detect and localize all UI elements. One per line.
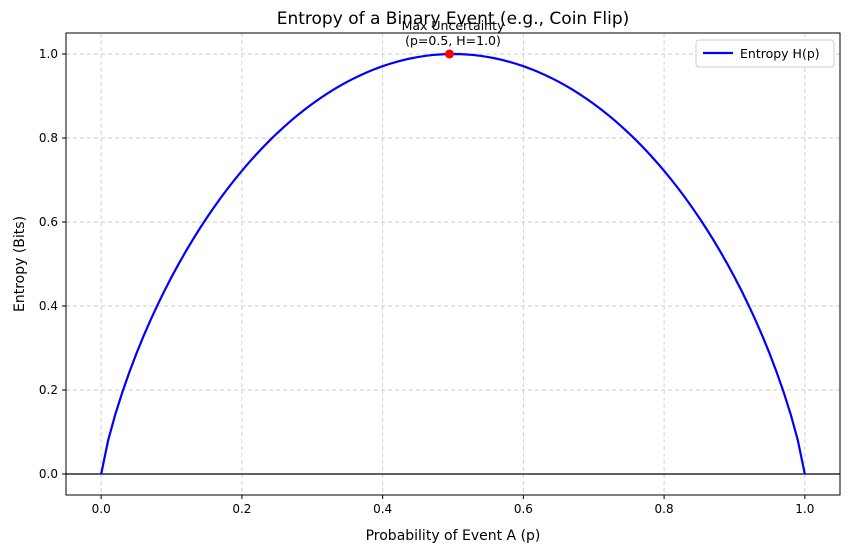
x-tick-label: 0.8 xyxy=(655,502,674,516)
y-tick-label: 0.8 xyxy=(39,131,58,145)
x-axis-label: Probability of Event A (p) xyxy=(366,528,541,544)
max-annotation-line-2: (p=0.5, H=1.0) xyxy=(405,33,501,48)
y-axis-ticks: 0.0 0.2 0.4 0.6 0.8 1.0 xyxy=(39,47,66,481)
x-axis-ticks: 0.0 0.2 0.4 0.6 0.8 1.0 xyxy=(92,495,814,516)
y-tick-label: 0.6 xyxy=(39,215,58,229)
y-axis-label: Entropy (Bits) xyxy=(12,216,28,312)
y-tick-label: 0.0 xyxy=(39,467,58,481)
y-tick-label: 1.0 xyxy=(39,47,58,61)
legend-box xyxy=(695,39,835,68)
x-tick-label: 1.0 xyxy=(795,502,814,516)
x-tick-label: 0.6 xyxy=(514,502,533,516)
plot-frame xyxy=(65,32,841,496)
max-point-marker xyxy=(444,49,454,59)
max-annotation-line-1: Max Uncertainty xyxy=(402,18,505,33)
y-tick-label: 0.2 xyxy=(39,383,58,397)
legend-label-entropy: Entropy H(p) xyxy=(740,46,820,61)
x-tick-label: 0.4 xyxy=(373,502,392,516)
legend: Entropy H(p) xyxy=(695,39,835,68)
x-tick-label: 0.0 xyxy=(92,502,111,516)
y-tick-label: 0.4 xyxy=(39,299,58,313)
x-tick-label: 0.2 xyxy=(232,502,251,516)
chart-title: Entropy of a Binary Event (e.g., Coin Fl… xyxy=(277,9,630,29)
